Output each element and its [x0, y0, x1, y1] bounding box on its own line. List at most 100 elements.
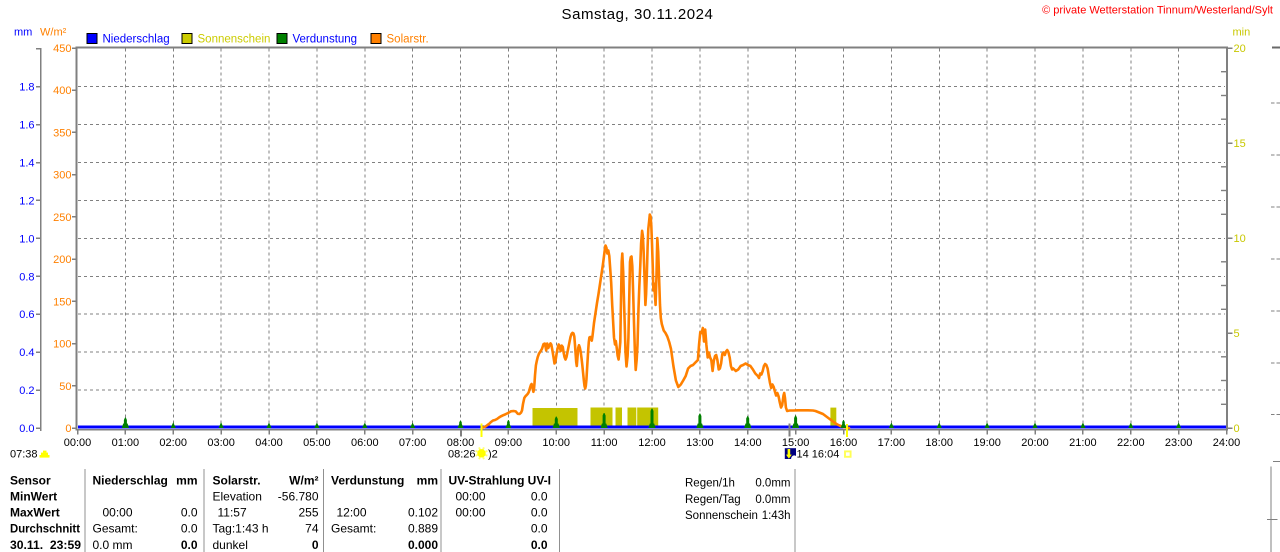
svg-text:)2: )2: [488, 449, 498, 461]
svg-text:min: min: [1233, 27, 1251, 39]
svg-text:Solarstr.: Solarstr.: [387, 34, 429, 46]
svg-text:14:00: 14:00: [734, 437, 762, 449]
svg-text:0.8: 0.8: [19, 271, 34, 283]
svg-text:255: 255: [298, 506, 318, 520]
svg-text:16:00: 16:00: [830, 437, 858, 449]
svg-text:Samstag, 30.11.2024: Samstag, 30.11.2024: [562, 6, 714, 23]
svg-text:Sonnenschein: Sonnenschein: [685, 510, 758, 522]
svg-text:13:00: 13:00: [686, 437, 714, 449]
svg-text:17:00: 17:00: [878, 437, 906, 449]
svg-text:19:00: 19:00: [973, 437, 1001, 449]
svg-text:250: 250: [53, 212, 71, 224]
svg-text:Regen/1h: Regen/1h: [685, 478, 735, 490]
svg-text:Sonnenschein: Sonnenschein: [198, 34, 271, 46]
svg-text:UV-Strahlung: UV-Strahlung: [449, 474, 525, 488]
svg-text:18:00: 18:00: [925, 437, 953, 449]
svg-text:00:00: 00:00: [103, 506, 133, 520]
svg-text:30.11. 23:59: 30.11. 23:59: [10, 538, 81, 552]
svg-text:50: 50: [59, 381, 71, 393]
svg-text:0.0: 0.0: [19, 423, 34, 435]
svg-text:03:00: 03:00: [207, 437, 235, 449]
svg-text:08:00: 08:00: [447, 437, 475, 449]
svg-text:0: 0: [312, 538, 319, 552]
svg-text:0.0mm: 0.0mm: [755, 494, 790, 506]
svg-text:Niederschlag: Niederschlag: [93, 474, 168, 488]
svg-text:mm: mm: [176, 474, 197, 488]
svg-text:400: 400: [53, 85, 71, 97]
svg-text:07:00: 07:00: [399, 437, 427, 449]
svg-text:24:00: 24:00: [1213, 437, 1241, 449]
svg-text:05:00: 05:00: [303, 437, 331, 449]
svg-text:Sensor: Sensor: [10, 474, 51, 488]
svg-text:0.0: 0.0: [531, 490, 548, 504]
svg-text:mm: mm: [417, 474, 438, 488]
svg-text:08:26: 08:26: [448, 449, 476, 461]
svg-text:Niederschlag: Niederschlag: [103, 34, 170, 46]
svg-text:21:00: 21:00: [1069, 437, 1097, 449]
svg-text:0.0: 0.0: [181, 506, 198, 520]
svg-text:10: 10: [1234, 233, 1246, 245]
svg-text:0.2: 0.2: [19, 385, 34, 397]
svg-text:200: 200: [53, 254, 71, 266]
svg-text:74: 74: [305, 522, 319, 536]
svg-text:01:00: 01:00: [112, 437, 140, 449]
svg-text:Verdunstung: Verdunstung: [293, 34, 358, 46]
svg-text:0.0: 0.0: [181, 538, 198, 552]
svg-text:10:00: 10:00: [542, 437, 570, 449]
svg-text:1.2: 1.2: [19, 195, 34, 207]
svg-text:15: 15: [1234, 138, 1246, 150]
svg-text:02:00: 02:00: [159, 437, 187, 449]
svg-text:W/m²: W/m²: [40, 27, 67, 39]
svg-text:12:00: 12:00: [337, 506, 367, 520]
svg-text:Durchschnitt: Durchschnitt: [10, 522, 80, 536]
svg-text:1:43h: 1:43h: [762, 510, 791, 522]
svg-text:15:00: 15:00: [782, 437, 810, 449]
svg-text:00:00: 00:00: [456, 506, 486, 520]
svg-text:1.0: 1.0: [19, 233, 34, 245]
svg-text:20:00: 20:00: [1021, 437, 1049, 449]
svg-text:350: 350: [53, 127, 71, 139]
svg-text:20: 20: [1234, 43, 1246, 55]
svg-text:MaxWert: MaxWert: [10, 506, 60, 520]
svg-text:MinWert: MinWert: [10, 490, 57, 504]
svg-text:0: 0: [65, 423, 71, 435]
svg-text:© private Wetterstation Tinnum: © private Wetterstation Tinnum/Westerlan…: [1042, 5, 1273, 17]
svg-text:12:00: 12:00: [638, 437, 666, 449]
svg-text:0.0: 0.0: [531, 506, 548, 520]
svg-text:5: 5: [1234, 328, 1240, 340]
svg-text:Regen/Tag: Regen/Tag: [685, 494, 741, 506]
svg-text:04:00: 04:00: [255, 437, 283, 449]
svg-text:Gesamt:: Gesamt:: [331, 522, 376, 536]
svg-text:300: 300: [53, 170, 71, 182]
svg-text:1.6: 1.6: [19, 120, 34, 132]
svg-text:0.889: 0.889: [408, 522, 438, 536]
svg-text:23:00: 23:00: [1165, 437, 1193, 449]
svg-text:-56.780: -56.780: [278, 490, 319, 504]
svg-text:W/m²: W/m²: [289, 474, 318, 488]
svg-text:06:00: 06:00: [351, 437, 379, 449]
svg-text:100: 100: [53, 339, 71, 351]
svg-text:0.6: 0.6: [19, 309, 34, 321]
svg-text:mm: mm: [14, 27, 32, 39]
svg-text:0.0: 0.0: [181, 522, 198, 536]
svg-text:00:00: 00:00: [456, 490, 486, 504]
svg-text:00:00: 00:00: [64, 437, 92, 449]
svg-text:0.0: 0.0: [531, 522, 548, 536]
svg-text:14 16:04: 14 16:04: [797, 449, 840, 461]
svg-text:Verdunstung: Verdunstung: [331, 474, 404, 488]
svg-text:22:00: 22:00: [1117, 437, 1145, 449]
svg-text:dunkel: dunkel: [213, 538, 248, 552]
svg-text:0: 0: [1234, 423, 1240, 435]
svg-text:0.0: 0.0: [531, 538, 548, 552]
svg-text:Gesamt:: Gesamt:: [93, 522, 138, 536]
svg-text:07:38: 07:38: [10, 449, 38, 461]
svg-text:09:00: 09:00: [495, 437, 523, 449]
svg-text:0.102: 0.102: [408, 506, 438, 520]
svg-text:0.4: 0.4: [19, 347, 34, 359]
svg-text:UV-I: UV-I: [528, 474, 551, 488]
svg-text:450: 450: [53, 43, 71, 55]
svg-text:11:00: 11:00: [591, 437, 618, 449]
svg-text:Tag:1:43 h: Tag:1:43 h: [213, 522, 269, 536]
svg-text:11:57: 11:57: [218, 506, 247, 520]
svg-text:0.000: 0.000: [408, 538, 438, 552]
